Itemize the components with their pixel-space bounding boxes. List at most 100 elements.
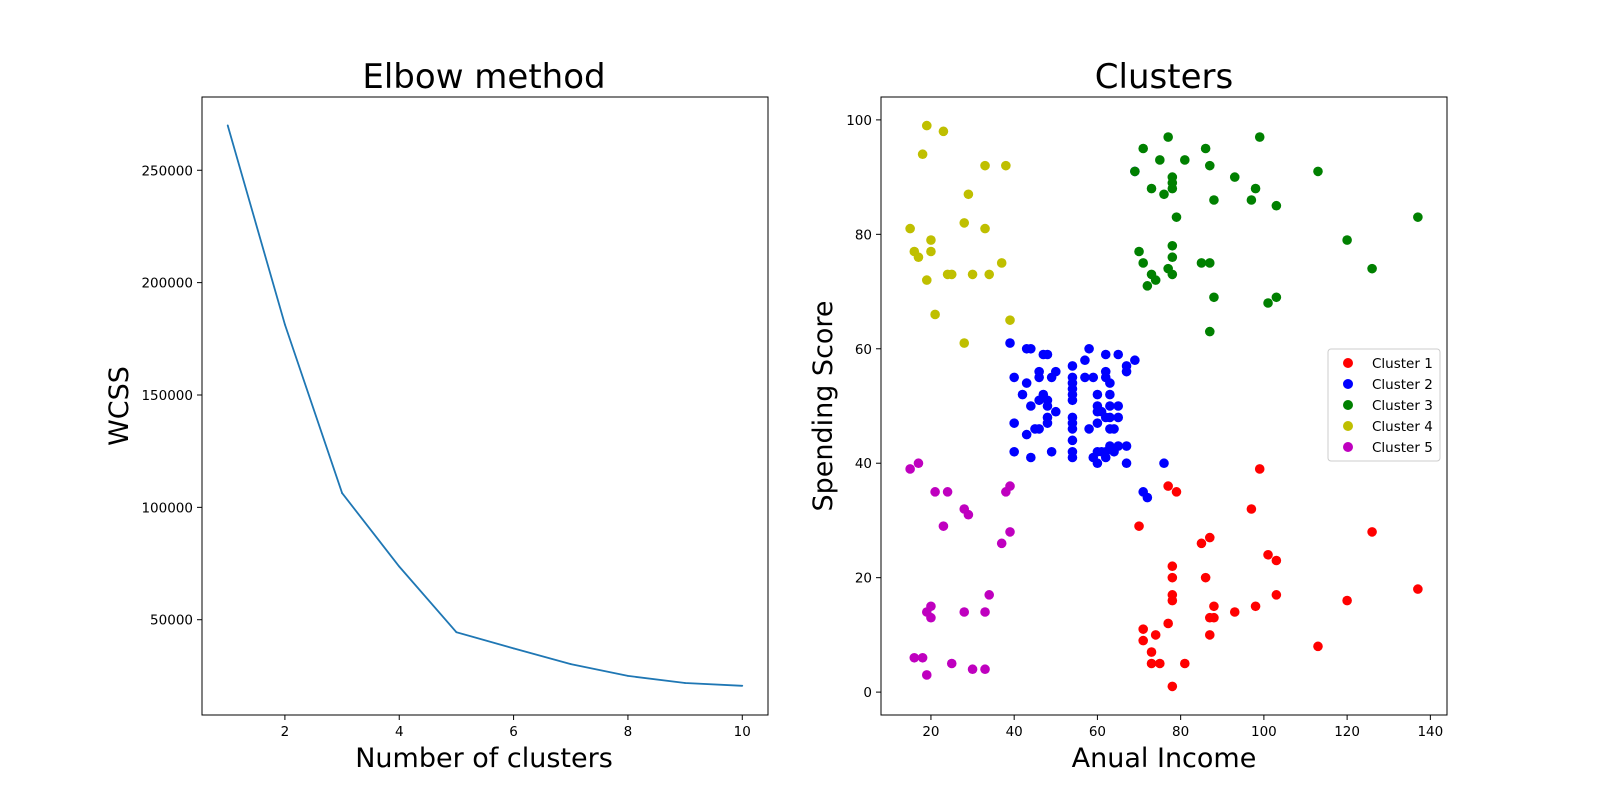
scatter-point xyxy=(1367,263,1377,274)
scatter-point xyxy=(946,269,957,280)
scatter-point xyxy=(1050,406,1061,417)
scatter-point xyxy=(1159,458,1169,469)
clusters-legend: Cluster 1 Cluster 2 Cluster 3 Cluster 4 … xyxy=(1327,348,1441,462)
series-cluster-1 xyxy=(1134,464,1423,692)
scatter-point xyxy=(1209,612,1219,623)
scatter-point xyxy=(1009,372,1019,383)
scatter-point xyxy=(905,464,915,474)
scatter-point xyxy=(984,269,995,280)
scatter-point xyxy=(1100,366,1111,377)
scatter-point xyxy=(1026,452,1036,463)
scatter-point xyxy=(1092,418,1103,428)
series-cluster-2 xyxy=(1005,166,1169,503)
scatter-point xyxy=(1209,292,1219,303)
scatter-point xyxy=(1263,298,1273,308)
scatter-point xyxy=(1271,590,1282,600)
scatter-point xyxy=(1167,595,1178,606)
scatter-point xyxy=(1138,635,1148,646)
scatter-point xyxy=(1121,458,1132,469)
x-tick-label: 100 xyxy=(1251,724,1277,740)
scatter-point xyxy=(1042,349,1053,360)
scatter-point xyxy=(1342,595,1352,606)
scatter-point xyxy=(921,120,932,131)
scatter-point xyxy=(1121,366,1132,377)
scatter-point xyxy=(963,189,974,200)
scatter-point xyxy=(1113,349,1124,360)
y-tick-label: 60 xyxy=(855,342,872,358)
scatter-point xyxy=(1246,504,1257,514)
scatter-point xyxy=(1026,401,1036,411)
y-tick-label: 150000 xyxy=(141,388,193,404)
scatter-point xyxy=(1313,641,1323,652)
scatter-point xyxy=(1167,252,1178,263)
scatter-point xyxy=(946,658,957,669)
scatter-point xyxy=(1180,658,1190,669)
scatter-point xyxy=(980,664,990,675)
scatter-point xyxy=(959,338,970,348)
scatter-point xyxy=(1034,424,1044,434)
scatter-point xyxy=(921,275,932,285)
scatter-point xyxy=(1142,492,1153,503)
scatter-point xyxy=(1204,326,1215,337)
scatter-point xyxy=(1105,401,1115,411)
y-tick-label: 200000 xyxy=(141,276,193,292)
scatter-point xyxy=(1342,235,1352,245)
scatter-point xyxy=(1105,412,1115,423)
scatter-point xyxy=(1254,132,1265,142)
scatter-point xyxy=(926,235,936,245)
scatter-point xyxy=(1034,372,1044,383)
scatter-point xyxy=(1001,160,1011,171)
scatter-point xyxy=(980,607,990,617)
scatter-point xyxy=(1113,412,1124,423)
scatter-point xyxy=(1246,195,1257,205)
scatter-point xyxy=(1109,424,1119,434)
legend-label: Cluster 1 xyxy=(1372,356,1433,372)
x-tick-label: 40 xyxy=(1006,724,1023,740)
scatter-point xyxy=(1254,464,1265,474)
legend-label: Cluster 5 xyxy=(1372,440,1433,456)
legend-label: Cluster 2 xyxy=(1372,377,1433,393)
scatter-point xyxy=(1367,527,1377,537)
scatter-point xyxy=(1105,378,1115,388)
legend-item-cluster-3: Cluster 3 xyxy=(1343,398,1433,414)
scatter-point xyxy=(1042,418,1053,428)
scatter-point xyxy=(1150,275,1161,285)
y-tick-label: 20 xyxy=(855,571,872,587)
scatter-point xyxy=(938,521,949,531)
scatter-point xyxy=(1146,658,1157,669)
elbow-wcss-line xyxy=(226,125,743,687)
legend-item-cluster-1: Cluster 1 xyxy=(1343,356,1433,372)
legend-item-cluster-5: Cluster 5 xyxy=(1343,440,1433,456)
clusters-chart-title: Clusters xyxy=(1095,57,1233,97)
scatter-point xyxy=(921,670,932,680)
scatter-point xyxy=(942,487,953,497)
clusters-x-axis: 20 40 60 80 100 120 140 xyxy=(922,715,1443,740)
scatter-point xyxy=(930,487,940,497)
scatter-point xyxy=(1200,143,1211,154)
elbow-point xyxy=(341,492,343,494)
scatter-point xyxy=(1229,172,1240,182)
scatter-point xyxy=(1046,446,1057,457)
scatter-point xyxy=(926,601,936,612)
scatter-point xyxy=(1026,343,1036,354)
elbow-point xyxy=(283,323,286,326)
scatter-point xyxy=(984,590,995,600)
scatter-point xyxy=(1163,618,1173,629)
scatter-point xyxy=(1263,549,1273,560)
scatter-point xyxy=(1005,481,1015,491)
scatter-point xyxy=(1138,143,1148,154)
scatter-point xyxy=(967,269,978,280)
elbow-plot-area xyxy=(201,96,769,716)
scatter-point xyxy=(1209,601,1219,612)
scatter-point xyxy=(1271,200,1282,211)
scatter-point xyxy=(1134,521,1144,531)
legend-label: Cluster 4 xyxy=(1372,419,1433,435)
scatter-point xyxy=(1313,166,1323,177)
scatter-point xyxy=(1271,555,1282,566)
x-tick-label: 4 xyxy=(395,724,404,740)
scatter-point xyxy=(1009,446,1019,457)
scatter-point xyxy=(1130,355,1140,366)
scatter-point xyxy=(1167,269,1178,280)
scatter-point xyxy=(1088,372,1099,383)
elbow-point xyxy=(512,647,515,650)
